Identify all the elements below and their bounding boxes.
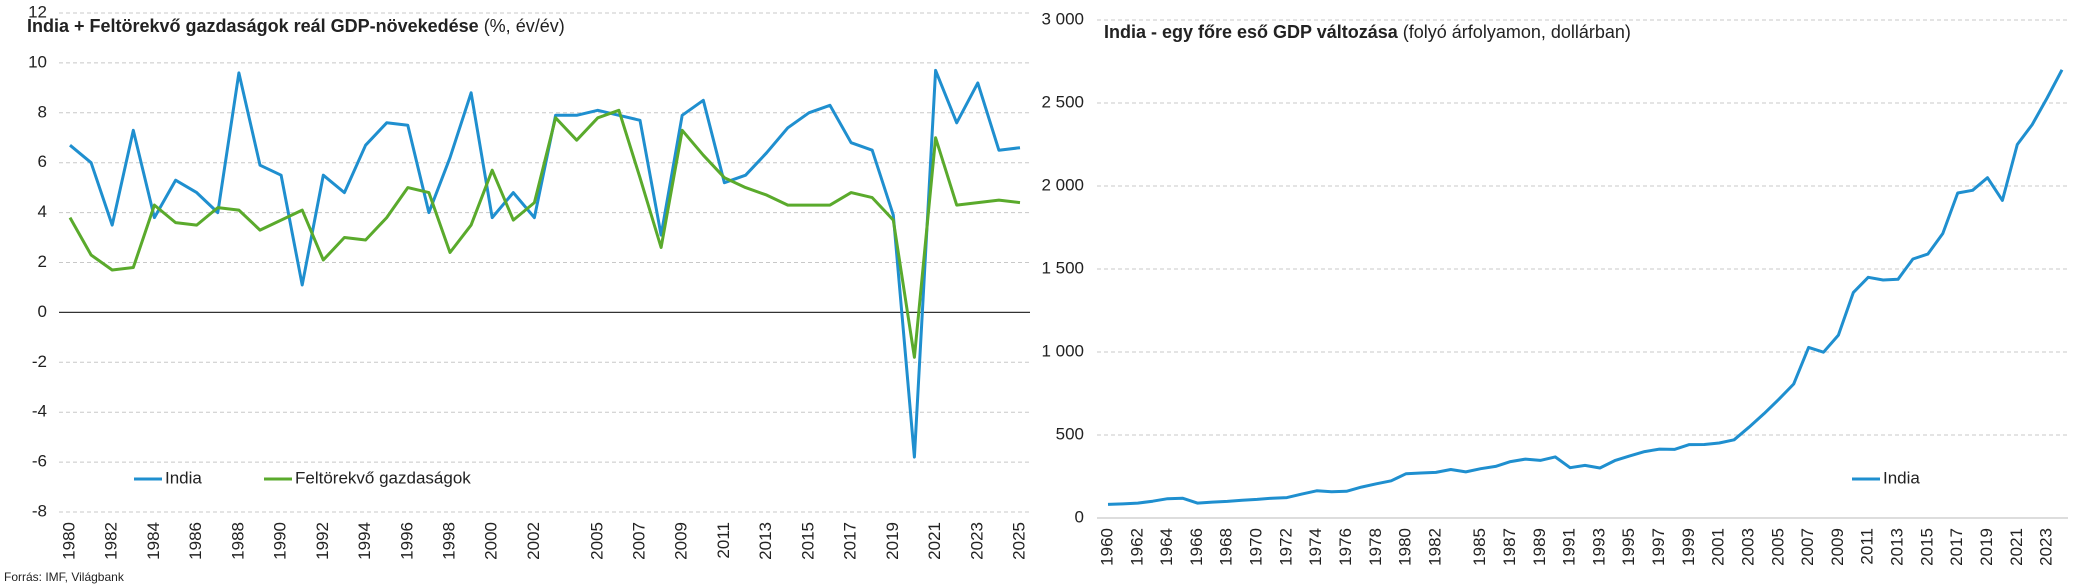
- x-tick-label: 1966: [1187, 528, 1206, 566]
- x-tick-label: 2009: [1828, 528, 1847, 566]
- y-tick-label: 2: [38, 252, 47, 271]
- y-tick-label: 1 000: [1041, 341, 1084, 360]
- y-tick-label: 3 000: [1041, 9, 1084, 28]
- x-tick-label: 2019: [883, 522, 902, 560]
- y-tick-label: 0: [38, 302, 47, 321]
- x-tick-label: 2000: [482, 522, 501, 560]
- y-tick-label: -8: [32, 501, 47, 520]
- x-tick-label: 2003: [1738, 528, 1757, 566]
- source: Forrás: IMF, Világbank: [4, 570, 125, 584]
- data-line: [1107, 69, 2064, 506]
- y-tick-label: 8: [38, 102, 47, 121]
- x-tick-label: 2011: [1858, 528, 1877, 565]
- title: India + Feltörekvő gazdaságok reál GDP-n…: [27, 16, 479, 36]
- x-tick-label: 1993: [1589, 528, 1608, 566]
- x-tick-label: 1996: [397, 522, 416, 560]
- x-tick-label: 2013: [1888, 528, 1907, 566]
- chart-title: India + Feltörekvő gazdaságok reál GDP-n…: [27, 16, 565, 36]
- data-line: [68, 108, 1021, 359]
- x-tick-label: 1997: [1649, 528, 1668, 566]
- x-tick-label: 2007: [1798, 528, 1817, 566]
- x-tick-label: 1999: [1679, 528, 1698, 566]
- x-tick-label: 1982: [1425, 528, 1444, 566]
- x-tick-label: 1987: [1500, 528, 1519, 566]
- x-tick-label: 1989: [1530, 528, 1549, 566]
- x-tick-label: 2015: [1917, 528, 1936, 566]
- x-tick-label: 2023: [2037, 528, 2056, 566]
- x-tick-label: 2021: [925, 522, 944, 560]
- subtitle: (%, év/év): [484, 16, 565, 36]
- x-tick-label: 1980: [1396, 528, 1415, 566]
- x-tick-label: 1985: [1470, 528, 1489, 566]
- x-tick-label: 2019: [1977, 528, 1996, 566]
- x-tick-label: 2025: [1009, 522, 1028, 560]
- x-tick-label: 1991: [1560, 528, 1579, 566]
- x-tick-label: 2013: [756, 522, 775, 560]
- x-tick-label: 2011: [714, 522, 733, 559]
- y-tick-label: 10: [28, 52, 47, 71]
- x-tick-label: 2005: [587, 522, 606, 560]
- x-tick-label: 1982: [102, 522, 121, 560]
- y-tick-label: -2: [32, 352, 47, 371]
- x-tick-label: 2002: [524, 522, 543, 560]
- data-line: [69, 68, 1021, 459]
- x-tick-label: 1978: [1366, 528, 1385, 566]
- y-tick-label: 6: [38, 152, 47, 171]
- x-tick-label: 1980: [59, 522, 78, 560]
- y-tick-label: 12: [28, 2, 47, 21]
- y-tick-label: 0: [1075, 507, 1084, 526]
- x-tick-label: 1970: [1247, 528, 1266, 566]
- x-tick-label: 1960: [1097, 528, 1116, 566]
- x-tick-label: 2017: [1947, 528, 1966, 566]
- x-tick-label: 1968: [1217, 528, 1236, 566]
- y-tick-label: 4: [38, 202, 47, 221]
- x-tick-label: 1984: [144, 522, 163, 560]
- chart-title: India - egy főre eső GDP változása (foly…: [1104, 22, 1631, 42]
- y-tick-label: 1 500: [1041, 258, 1084, 277]
- x-tick-label: 2007: [629, 522, 648, 560]
- legend-label: Feltörekvő gazdaságok: [295, 468, 471, 487]
- x-tick-label: 2005: [1768, 528, 1787, 566]
- x-tick-label: 1990: [271, 522, 290, 560]
- x-tick-label: 1992: [313, 522, 332, 560]
- y-tick-label: -6: [32, 452, 47, 471]
- x-tick-label: 1998: [439, 522, 458, 560]
- x-tick-label: 2021: [2007, 528, 2026, 566]
- y-tick-label: 2 000: [1041, 175, 1084, 194]
- x-tick-label: 1962: [1127, 528, 1146, 566]
- x-tick-label: 2017: [841, 522, 860, 560]
- legend-label: India: [165, 468, 202, 487]
- x-tick-label: 1986: [186, 522, 205, 560]
- x-tick-label: 1994: [355, 522, 374, 560]
- x-tick-label: 2009: [672, 522, 691, 560]
- x-tick-label: 1972: [1276, 528, 1295, 566]
- subtitle: (folyó árfolyamon, dollárban): [1403, 22, 1631, 42]
- x-tick-label: 2015: [798, 522, 817, 560]
- y-tick-label: 500: [1056, 424, 1084, 443]
- x-tick-label: 2001: [1709, 528, 1728, 566]
- x-tick-label: 1964: [1157, 528, 1176, 566]
- x-tick-label: 1988: [228, 522, 247, 560]
- y-tick-label: -4: [32, 402, 47, 421]
- y-tick-label: 2 500: [1041, 92, 1084, 111]
- x-tick-label: 1976: [1336, 528, 1355, 566]
- x-tick-label: 1995: [1619, 528, 1638, 566]
- title: India - egy főre eső GDP változása: [1104, 22, 1399, 42]
- legend-label: India: [1883, 468, 1920, 487]
- x-tick-label: 2023: [967, 522, 986, 560]
- x-tick-label: 1974: [1306, 528, 1325, 566]
